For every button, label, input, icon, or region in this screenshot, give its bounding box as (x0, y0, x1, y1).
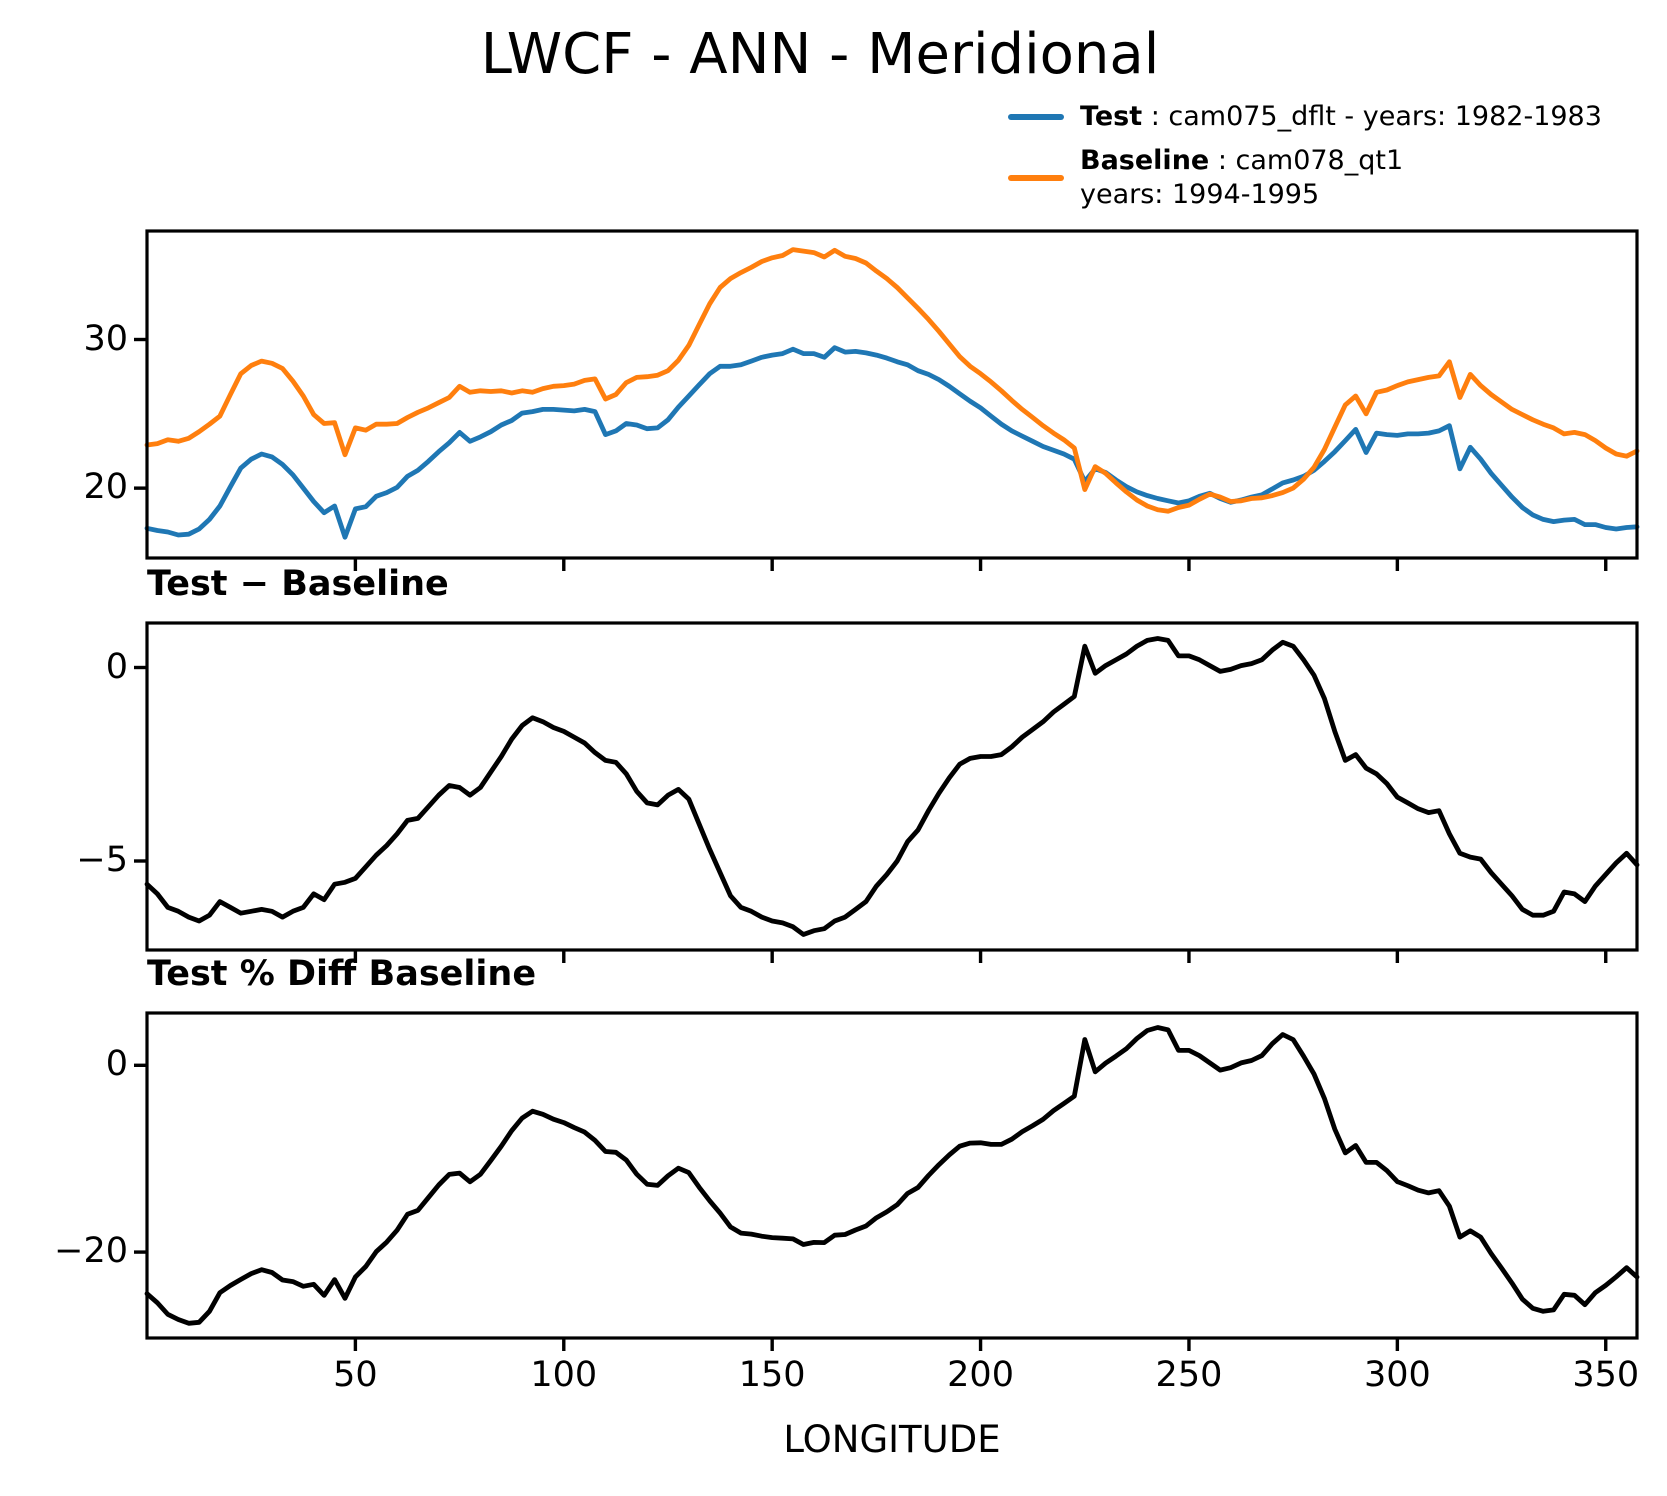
y-tick-label: −5 (76, 839, 128, 880)
legend-baseline-desc: : cam078_qt1 (1209, 144, 1404, 176)
y-tick-label: 0 (105, 1044, 128, 1085)
y-tick-label: 30 (83, 318, 128, 359)
y-tick-label: −20 (54, 1231, 128, 1272)
legend-item-test: Test : cam075_dflt - years: 1982-1983 (1008, 100, 1602, 134)
legend: Test : cam075_dflt - years: 1982-1983 Ba… (1008, 100, 1602, 221)
baseline-line-swatch (1008, 174, 1064, 181)
x-tick-label: 150 (738, 1355, 806, 1395)
x-tick-label: 300 (1363, 1355, 1431, 1395)
axes-frame (145, 621, 1639, 952)
x-tick-label: 350 (1572, 1355, 1640, 1395)
axes-frame (145, 229, 1639, 560)
x-tick-label: 250 (1155, 1355, 1223, 1395)
legend-baseline-text: Baseline : cam078_qt1 years: 1994-1995 (1080, 144, 1403, 212)
x-tick-label: 200 (947, 1355, 1014, 1395)
diff-line (144, 636, 1640, 937)
x-tick-label: 100 (530, 1355, 598, 1395)
figure-title: LWCF - ANN - Meridional (480, 22, 1160, 87)
legend-baseline-label: Baseline (1080, 144, 1210, 176)
legend-test-text: Test : cam075_dflt - years: 1982-1983 (1080, 100, 1602, 134)
x-axis-title: LONGITUDE (783, 1418, 1001, 1461)
legend-test-label: Test (1080, 101, 1143, 132)
y-tick-label: 0 (105, 646, 128, 687)
legend-item-baseline: Baseline : cam078_qt1 years: 1994-1995 (1008, 144, 1602, 212)
panel-label-diff: Test − Baseline (147, 564, 449, 604)
legend-test-desc: : cam075_dflt - years: 1982-1983 (1142, 101, 1602, 132)
test-line-swatch (1008, 113, 1064, 120)
y-tick-label: 20 (83, 467, 128, 508)
baseline-line (144, 247, 1640, 514)
test-line (144, 345, 1640, 540)
x-tick-label: 50 (333, 1355, 378, 1395)
pct-diff-line (144, 1025, 1640, 1326)
axes-frame (145, 1011, 1639, 1340)
panel-label-pct: Test % Diff Baseline (147, 954, 537, 994)
legend-baseline-years: years: 1994-1995 (1080, 178, 1320, 210)
